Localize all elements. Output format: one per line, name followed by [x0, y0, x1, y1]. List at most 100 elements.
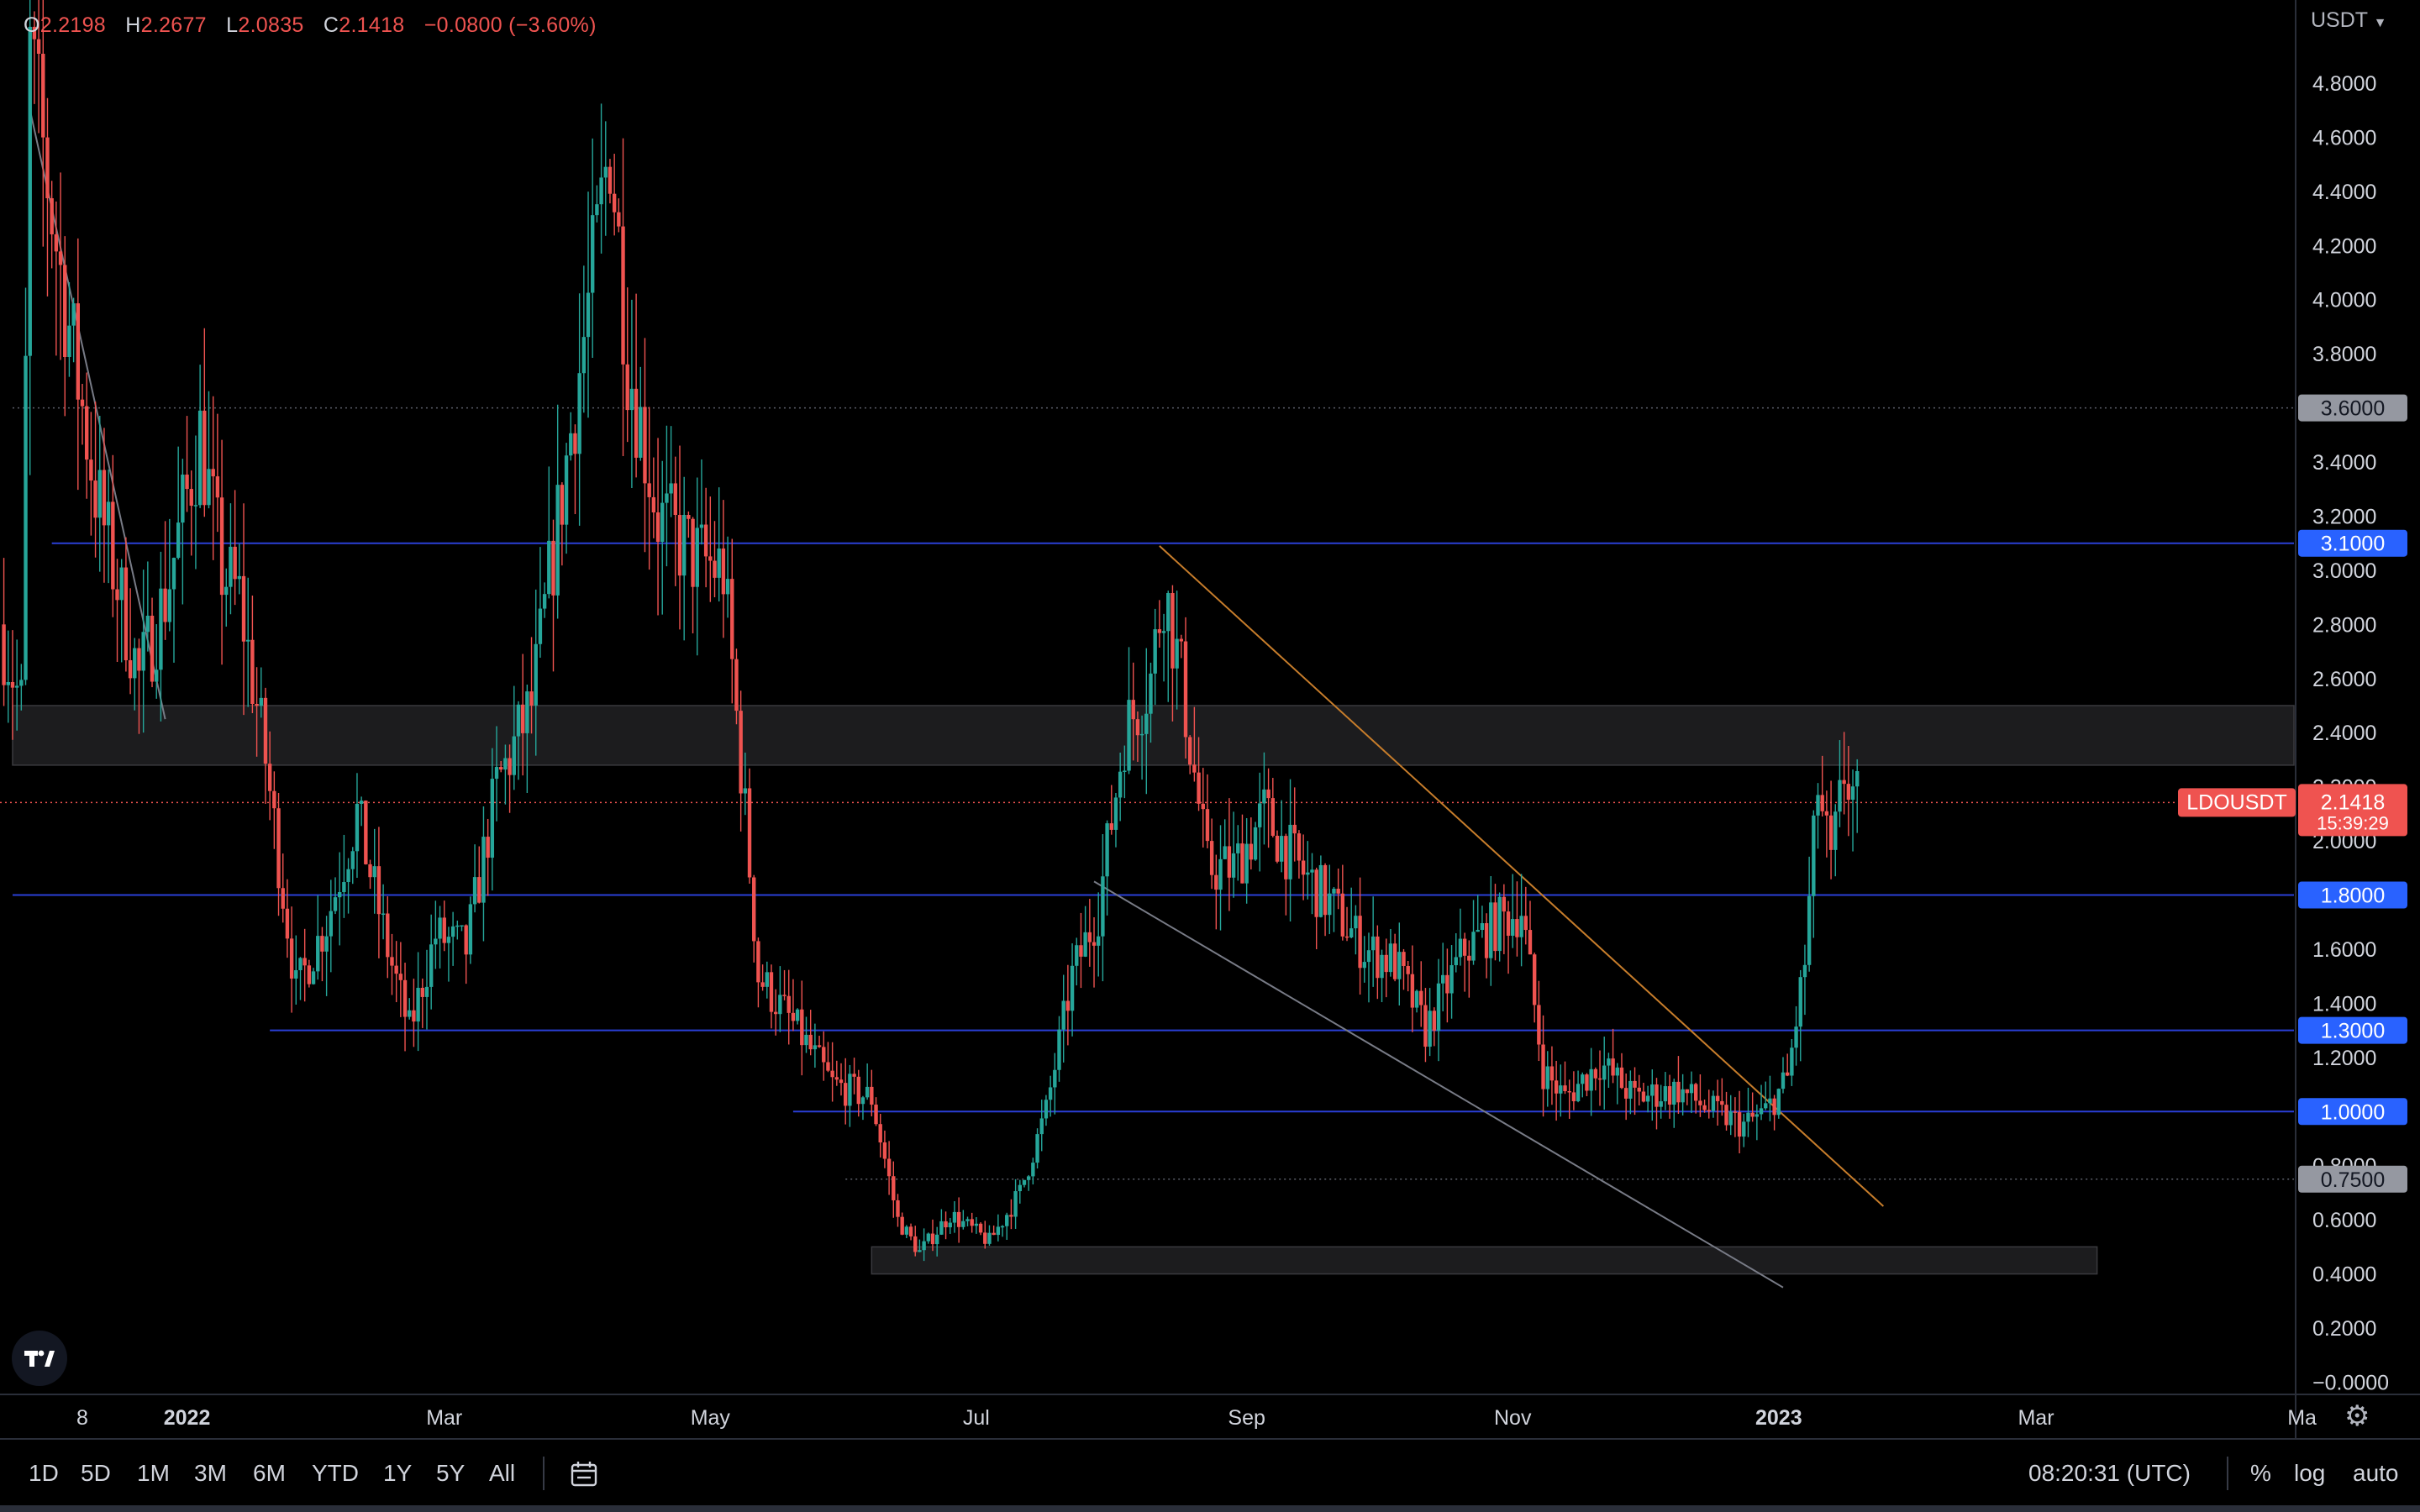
candle-body	[555, 485, 560, 596]
timeframe-5y[interactable]: 5Y	[436, 1460, 466, 1486]
candle-body	[1183, 641, 1188, 738]
candle-body	[1013, 1191, 1018, 1217]
candle-body	[1754, 1114, 1760, 1117]
timeframe-1m[interactable]: 1M	[137, 1460, 170, 1486]
log-toggle[interactable]: log	[2294, 1460, 2326, 1486]
open-value: 2.2198	[39, 13, 107, 37]
timeframe-1d[interactable]: 1D	[29, 1460, 59, 1486]
candle-body	[420, 987, 424, 997]
candle-body	[926, 1233, 931, 1242]
candle-body	[1244, 843, 1249, 884]
candle-body	[1628, 1080, 1633, 1099]
candle-body	[337, 892, 342, 898]
candle-body	[1585, 1074, 1589, 1091]
candle-body	[1711, 1095, 1716, 1111]
currency-selector[interactable]: USDT ▼	[2311, 8, 2386, 33]
candle-body	[1018, 1184, 1022, 1192]
candle-body	[163, 588, 167, 622]
candle-body	[996, 1226, 1001, 1236]
candle-body	[28, 26, 32, 356]
timeframe-ytd[interactable]: YTD	[312, 1460, 359, 1486]
candle-body	[1402, 952, 1406, 967]
candle-body	[547, 540, 551, 595]
timeframe-5d[interactable]: 5D	[81, 1460, 111, 1486]
candle-body	[1576, 1084, 1581, 1101]
candle-body	[150, 616, 155, 682]
candle-body	[1406, 966, 1410, 974]
candle-body	[19, 680, 24, 686]
candle-body	[219, 497, 224, 596]
candle-body	[1462, 938, 1467, 956]
timeframe-all[interactable]: All	[489, 1460, 516, 1486]
y-tick-label: 4.0000	[2312, 289, 2376, 312]
percent-toggle[interactable]: %	[2250, 1460, 2271, 1486]
candle-body	[1253, 827, 1258, 860]
candle-body	[865, 1086, 870, 1098]
price-chart[interactable]: −0.00000.20000.40000.60000.80001.00001.2…	[0, 0, 2420, 1438]
x-axis-labels[interactable]: 8 2022 Mar May Jul Sep Nov 2023 Mar Ma	[76, 1406, 2317, 1430]
utc-clock[interactable]: 08:20:31 (UTC)	[2028, 1460, 2191, 1486]
candle-body	[1092, 942, 1097, 946]
candle-body	[145, 616, 150, 633]
candle-body	[586, 292, 591, 338]
candle-body	[1794, 1026, 1798, 1048]
candle-body	[961, 1221, 965, 1227]
candle-body	[1506, 911, 1511, 936]
y-tick-label: 3.4000	[2312, 451, 2376, 475]
candle-body	[874, 1105, 878, 1125]
candle-body	[752, 877, 756, 942]
candle-body	[460, 925, 464, 927]
calendar-range-icon[interactable]	[570, 1460, 598, 1488]
candle-body	[1223, 846, 1227, 859]
candle-body	[316, 936, 320, 972]
candle-body	[791, 1012, 796, 1021]
candle-body	[804, 1034, 808, 1046]
candle-body	[734, 659, 739, 711]
candle-body	[1707, 1110, 1711, 1111]
candle-body	[32, 26, 37, 39]
candle-body	[987, 1232, 992, 1244]
candle-body	[1070, 965, 1075, 1011]
tradingview-logo[interactable]	[12, 1331, 67, 1386]
candle-body	[621, 226, 625, 365]
auto-toggle[interactable]: auto	[2353, 1460, 2399, 1486]
candle-body	[952, 1211, 957, 1223]
candle-body	[1209, 841, 1214, 875]
gear-icon[interactable]: ⚙	[2344, 1400, 2370, 1432]
candle-body	[276, 808, 281, 889]
candle-body	[516, 704, 521, 737]
candle-body	[346, 869, 350, 883]
candle-body	[1581, 1074, 1585, 1084]
candle-body	[1083, 932, 1087, 957]
candle-body	[1380, 954, 1384, 979]
candle-body	[617, 212, 621, 227]
candle-body	[1292, 824, 1297, 834]
candle-body	[1824, 811, 1829, 816]
price-scale-background[interactable]	[2296, 0, 2420, 1438]
candle-body	[904, 1226, 909, 1235]
candle-body	[830, 1070, 834, 1078]
candle-body	[1702, 1105, 1707, 1110]
candle-body	[629, 388, 634, 411]
candle-body	[24, 355, 28, 680]
support-resistance-zone	[12, 705, 2295, 766]
candle-body	[1087, 932, 1092, 942]
candle-body	[573, 433, 577, 454]
timeframe-6m[interactable]: 6M	[253, 1460, 286, 1486]
candle-body	[1392, 943, 1397, 979]
candle-body	[730, 579, 734, 659]
timeframe-1y[interactable]: 1Y	[383, 1460, 413, 1486]
timeframe-3m[interactable]: 3M	[194, 1460, 227, 1486]
candle-body	[1828, 815, 1833, 850]
chevron-down-icon: ▼	[2373, 16, 2387, 30]
x-tick-label: Ma	[2287, 1406, 2317, 1430]
candle-body	[1449, 965, 1454, 994]
price-level-badge-label: 3.6000	[2321, 397, 2385, 421]
candle-body	[119, 567, 124, 601]
y-tick-label: 1.6000	[2312, 938, 2376, 962]
ohlc-legend: O2.2198 H2.2677 L2.0835 C2.1418 −0.0800 …	[24, 13, 610, 38]
candle-body	[472, 877, 477, 905]
candle-body	[76, 303, 81, 400]
candle-body	[329, 911, 334, 937]
candle-body	[281, 888, 285, 909]
